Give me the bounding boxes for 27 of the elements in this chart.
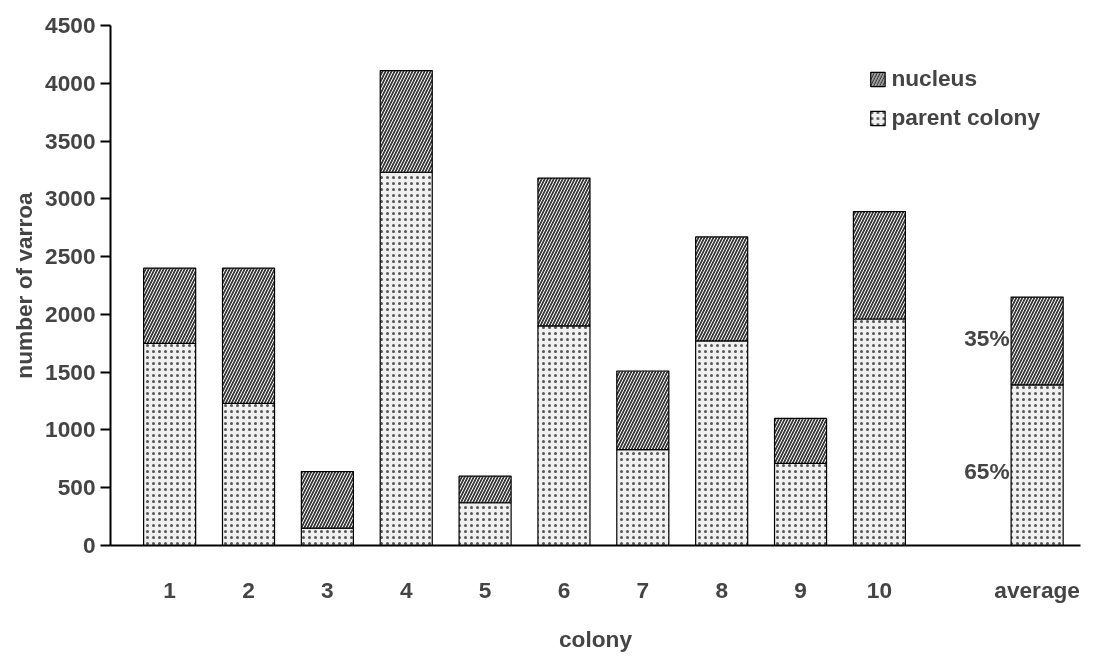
- y-tick-label: 2000: [45, 300, 96, 327]
- x-tick-label: 9: [794, 576, 807, 603]
- annotation: 65%: [964, 457, 1010, 484]
- y-tick-label: 3000: [45, 185, 96, 212]
- y-tick-label: 3500: [45, 127, 96, 154]
- x-tick-label: 5: [478, 576, 492, 603]
- x-tick-label: 6: [557, 576, 571, 603]
- y-tick-label: 4000: [45, 69, 96, 96]
- y-tick-label: 500: [57, 474, 96, 501]
- y-tick-label: 1500: [45, 358, 96, 385]
- annotation: 35%: [964, 324, 1010, 351]
- x-tick-label: average: [994, 576, 1080, 603]
- y-tick-label: 1000: [45, 416, 96, 443]
- x-tick-label: 4: [399, 576, 413, 603]
- legend-label: nucleus: [891, 65, 978, 92]
- y-tick-label: 0: [82, 532, 96, 558]
- x-axis-title: colony: [558, 625, 633, 652]
- y-axis-title: number of varroa: [11, 191, 38, 379]
- y-tick-label: 2500: [45, 243, 96, 270]
- y-tick-label: 4500: [45, 12, 96, 38]
- x-tick-label: 8: [715, 576, 728, 603]
- x-tick-label: 3: [321, 576, 334, 603]
- x-tick-label: 2: [242, 576, 255, 603]
- legend-label: parent colony: [891, 104, 1040, 131]
- x-tick-label: 1: [163, 576, 176, 603]
- x-tick-label: 10: [866, 576, 893, 603]
- x-tick-label: 7: [636, 576, 650, 603]
